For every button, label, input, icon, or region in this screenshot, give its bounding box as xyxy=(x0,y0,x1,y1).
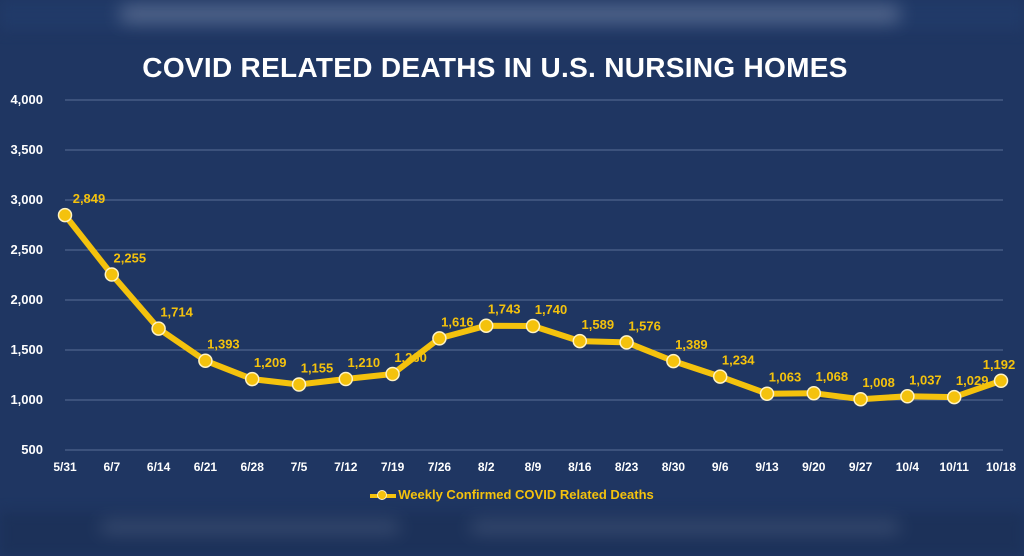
y-tick-label: 1,000 xyxy=(10,392,43,407)
data-label: 1,616 xyxy=(441,314,474,329)
y-tick-label: 4,000 xyxy=(10,92,43,107)
data-point xyxy=(104,267,120,282)
data-point xyxy=(946,389,962,405)
data-label: 1,063 xyxy=(769,370,802,385)
data-label: 2,255 xyxy=(114,251,147,266)
data-point xyxy=(666,353,681,369)
data-point xyxy=(900,389,915,404)
y-tick-label: 3,000 xyxy=(10,192,43,207)
x-tick-label: 7/12 xyxy=(334,460,358,474)
x-tick-label: 8/16 xyxy=(568,460,592,474)
y-tick-label: 1,500 xyxy=(10,342,43,357)
data-label: 1,389 xyxy=(675,337,708,352)
legend: Weekly Confirmed COVID Related Deaths xyxy=(0,487,1024,502)
data-point xyxy=(198,353,213,368)
x-tick-label: 7/19 xyxy=(381,460,405,474)
y-tick-label: 2,000 xyxy=(10,292,43,307)
blurred-footer-smear-left xyxy=(100,522,400,532)
x-tick-label: 9/13 xyxy=(755,460,779,474)
data-point xyxy=(385,366,400,382)
data-labels: 2,849 2,255 1,714 1,393 1,209 1,155 1,210 1,260… xyxy=(73,191,1016,390)
data-label: 2,849 xyxy=(73,191,106,206)
blurred-footer-band xyxy=(0,512,1024,556)
data-point xyxy=(244,371,260,387)
data-point xyxy=(993,373,1009,389)
x-tick-label: 9/20 xyxy=(802,460,826,474)
x-tick-label: 10/11 xyxy=(940,460,970,474)
x-tick-label: 10/4 xyxy=(896,460,920,474)
x-tick-label: 7/5 xyxy=(291,460,308,474)
data-point xyxy=(619,335,634,350)
data-label: 1,192 xyxy=(983,357,1016,372)
data-point xyxy=(57,207,73,223)
data-label: 1,234 xyxy=(722,353,755,368)
series-line-layer xyxy=(62,212,1004,403)
data-point xyxy=(853,391,868,407)
x-axis-ticks: 5/31 6/7 6/14 6/21 6/28 7/5 7/12 7/19 7/26 8/2 8/9… xyxy=(53,460,1016,474)
chart-title: COVID RELATED DEATHS IN U.S. NURSING HOM… xyxy=(142,52,848,83)
data-point xyxy=(291,377,307,392)
data-point xyxy=(712,369,728,384)
data-label: 1,210 xyxy=(348,355,381,370)
x-tick-label: 6/7 xyxy=(103,460,120,474)
legend-line-marker-icon xyxy=(370,489,397,500)
x-tick-label: 8/30 xyxy=(662,460,686,474)
data-label: 1,155 xyxy=(301,361,334,376)
data-label: 1,068 xyxy=(816,369,849,384)
x-tick-label: 8/2 xyxy=(478,460,495,474)
data-point xyxy=(759,386,775,401)
data-label: 1,740 xyxy=(535,302,568,317)
data-label: 1,743 xyxy=(488,302,521,317)
data-label: 1,029 xyxy=(956,373,989,388)
data-label: 1,589 xyxy=(582,317,615,332)
y-tick-label: 2,500 xyxy=(10,242,43,257)
x-tick-label: 9/6 xyxy=(712,460,729,474)
blurred-header-smear xyxy=(120,6,900,22)
data-point xyxy=(432,331,447,346)
data-label: 1,714 xyxy=(160,305,193,320)
data-point xyxy=(572,333,588,349)
data-point xyxy=(525,318,541,334)
y-axis-ticks: 500 1,000 1,500 2,000 2,500 3,000 3,500 4,000 xyxy=(10,92,43,457)
data-point xyxy=(151,321,166,336)
blurred-footer-smear-right xyxy=(470,522,900,532)
x-tick-label: 6/21 xyxy=(194,460,218,474)
x-tick-label: 10/18 xyxy=(986,460,1016,474)
x-tick-label: 8/9 xyxy=(525,460,542,474)
data-label: 1,576 xyxy=(628,318,661,333)
x-tick-label: 6/14 xyxy=(147,460,171,474)
x-tick-label: 5/31 xyxy=(53,460,77,474)
data-label: 1,260 xyxy=(394,350,427,365)
y-tick-label: 500 xyxy=(21,442,43,457)
x-tick-label: 7/26 xyxy=(428,460,452,474)
x-tick-label: 9/27 xyxy=(849,460,873,474)
data-point xyxy=(478,318,494,333)
data-point xyxy=(338,371,354,387)
legend-series-label: Weekly Confirmed COVID Related Deaths xyxy=(398,487,654,502)
y-tick-label: 3,500 xyxy=(10,142,43,157)
series-line xyxy=(62,212,1004,403)
data-label: 1,209 xyxy=(254,355,287,370)
x-tick-label: 6/28 xyxy=(241,460,265,474)
data-point xyxy=(806,385,822,401)
x-tick-label: 8/23 xyxy=(615,460,639,474)
data-label: 1,393 xyxy=(207,337,240,352)
series-points xyxy=(57,207,1009,407)
data-label: 1,008 xyxy=(862,375,895,390)
data-label: 1,037 xyxy=(909,372,942,387)
